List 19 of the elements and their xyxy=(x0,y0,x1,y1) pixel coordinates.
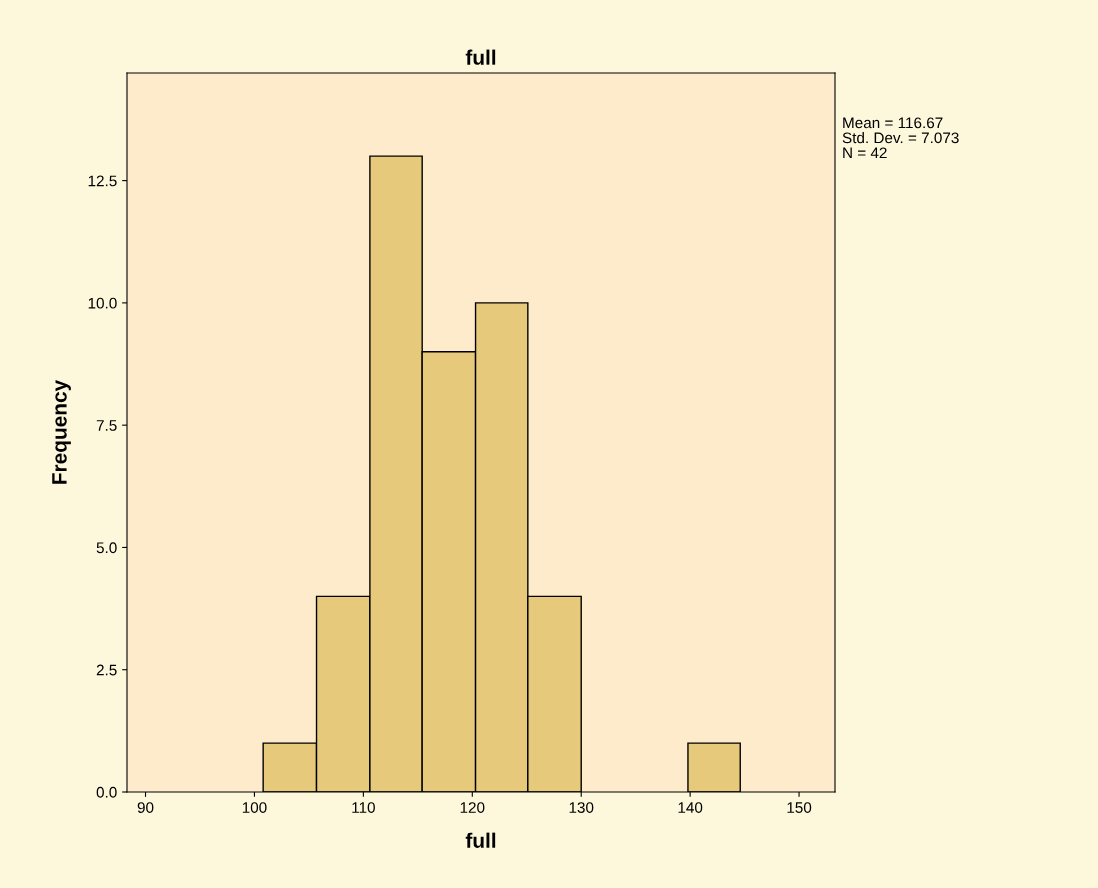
x-tick-label: 120 xyxy=(460,802,485,813)
x-tick-label: 100 xyxy=(242,802,267,813)
x-tick-label: 130 xyxy=(569,802,594,813)
y-tick-label: 2.5 xyxy=(96,664,117,676)
chart-title: full xyxy=(465,49,496,65)
y-tick-label: 5.0 xyxy=(96,542,117,554)
x-tick-label: 110 xyxy=(352,802,375,813)
x-axis-title: full xyxy=(465,832,496,848)
y-tick-label: 7.5 xyxy=(96,420,117,431)
x-tick-label: 140 xyxy=(678,802,703,813)
x-tick-label: 150 xyxy=(787,802,812,813)
text: N = 42 xyxy=(843,147,887,159)
y-axis-title: Frequency xyxy=(52,379,71,484)
x-tick-label: 90 xyxy=(137,802,154,813)
text: Mean = 116.67 xyxy=(843,117,943,129)
text: Std. Dev. = 7.073 xyxy=(842,132,959,144)
y-tick-label: 0.0 xyxy=(96,786,117,798)
y-tick-label: 10.0 xyxy=(88,297,117,309)
y-tick-label: 12.5 xyxy=(88,175,117,187)
